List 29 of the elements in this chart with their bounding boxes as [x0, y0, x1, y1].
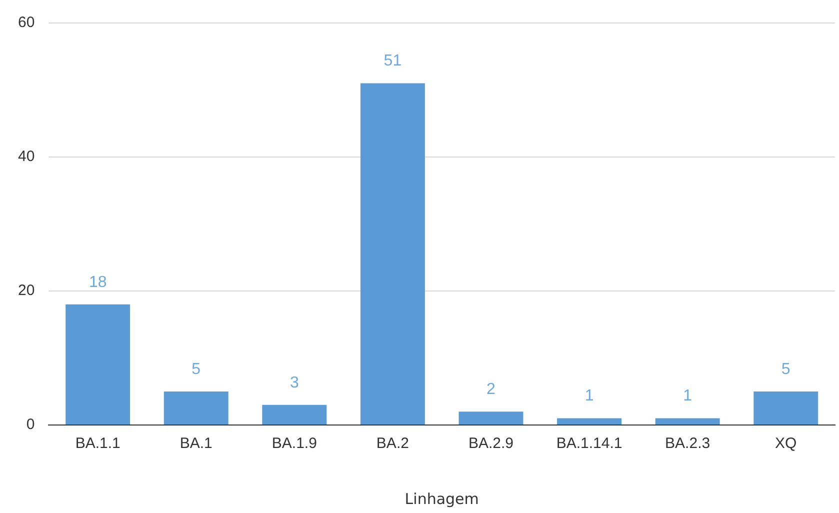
- x-tick-label: BA.2.3: [665, 435, 710, 452]
- y-tick-label: 20: [18, 282, 35, 300]
- x-tick-label: BA.1: [180, 435, 212, 452]
- bar: [262, 404, 327, 424]
- bar: [458, 412, 524, 424]
- x-tick-label: BA.1.1: [75, 435, 120, 452]
- data-label: 5: [781, 360, 790, 378]
- data-label: 3: [290, 374, 299, 392]
- data-label: 5: [192, 360, 201, 378]
- x-tick-label: BA.1.9: [272, 435, 317, 452]
- data-label: 1: [683, 388, 692, 405]
- data-label: 51: [384, 52, 402, 70]
- y-tick-label: 60: [18, 14, 35, 32]
- x-tick-label: BA.2: [376, 435, 409, 452]
- y-tick-label: 40: [18, 148, 35, 166]
- bar: [655, 418, 720, 424]
- data-label: 2: [486, 381, 496, 398]
- bar: [754, 392, 818, 424]
- y-tick-label: 0: [26, 416, 35, 434]
- x-tick-label: XQ: [775, 435, 797, 452]
- data-label: 18: [88, 274, 107, 291]
- x-tick-label: BA.2.9: [468, 435, 514, 452]
- data-label: 1: [584, 388, 594, 405]
- bar: [360, 83, 425, 424]
- bar: [557, 418, 622, 424]
- x-tick-label: BA.1.14.1: [556, 435, 622, 452]
- bar: [164, 392, 228, 424]
- bar: [66, 304, 130, 424]
- x-axis-title: Linhagem: [404, 490, 479, 508]
